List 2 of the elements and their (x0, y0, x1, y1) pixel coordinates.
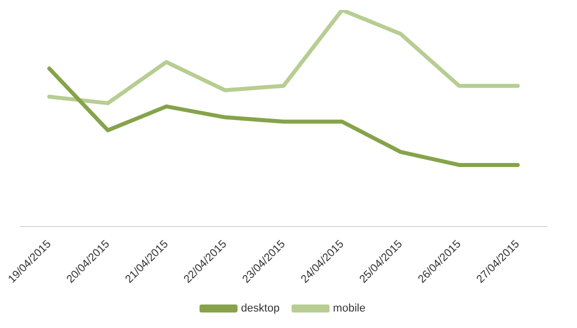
legend-label: desktop (241, 302, 280, 315)
legend-label: mobile (333, 302, 366, 315)
